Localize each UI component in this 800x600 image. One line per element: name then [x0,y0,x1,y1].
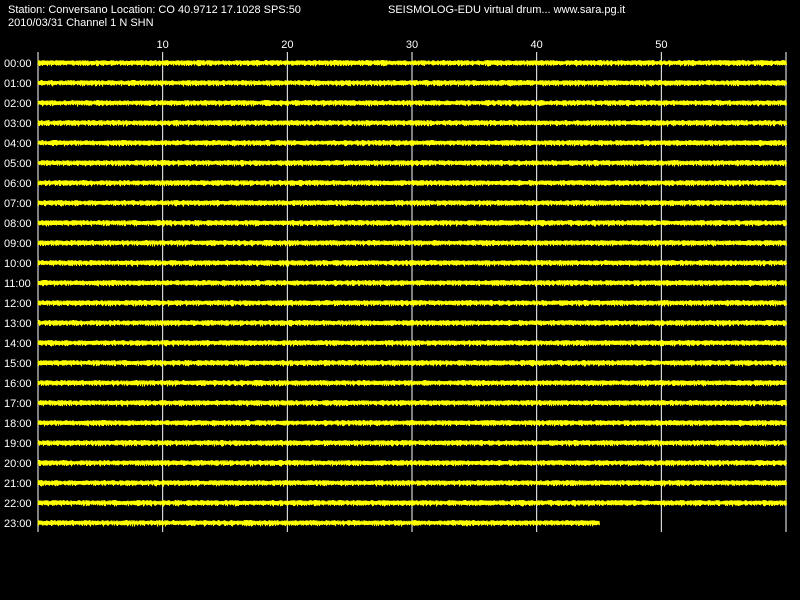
trace-0000 [37,59,787,67]
x-tick-label: 50 [655,39,667,51]
trace-2200 [37,499,787,507]
hour-label: 06:00 [4,178,32,190]
hour-label: 14:00 [4,338,32,350]
trace-1500 [37,359,787,367]
trace-2100 [37,479,787,487]
hour-label: 21:00 [4,478,32,490]
trace-0400 [37,139,787,147]
hour-label: 16:00 [4,378,32,390]
hour-label: 13:00 [4,318,32,330]
hour-label: 23:00 [4,518,32,530]
trace-0600 [37,179,787,187]
hour-label: 11:00 [4,278,31,290]
station-info: Station: Conversano Location: CO 40.9712… [8,4,301,16]
trace-1900 [37,439,787,447]
trace-1400 [37,339,787,347]
trace-1100 [37,279,787,287]
hour-label: 10:00 [4,258,32,270]
trace-1200 [37,299,787,307]
hour-label: 04:00 [4,138,32,150]
hour-label: 05:00 [4,158,32,170]
trace-1000 [37,259,787,267]
trace-1600 [37,379,787,387]
trace-0900 [37,239,787,247]
x-tick-label: 10 [157,39,169,51]
trace-0700 [37,199,787,207]
trace-0100 [37,79,787,87]
hour-label: 02:00 [4,98,32,110]
trace-2000 [37,459,787,467]
hour-label: 18:00 [4,418,32,430]
hour-label: 09:00 [4,238,32,250]
hour-label: 22:00 [4,498,32,510]
trace-2300 [37,519,600,527]
trace-1700 [37,399,787,407]
trace-0300 [37,119,787,127]
trace-1300 [37,319,787,327]
hour-label: 08:00 [4,218,32,230]
hour-label: 00:00 [4,58,32,70]
trace-0500 [37,159,787,167]
trace-0200 [37,99,787,107]
hour-label: 17:00 [4,398,32,410]
date-channel-info: 2010/03/31 Channel 1 N SHN [8,17,154,29]
x-tick-label: 30 [406,39,418,51]
x-tick-label: 40 [531,39,543,51]
app-credit: SEISMOLOG-EDU virtual drum... www.sara.p… [388,4,626,16]
hour-label: 03:00 [4,118,32,130]
hour-label: 20:00 [4,458,32,470]
trace-1800 [37,419,787,427]
hour-label: 19:00 [4,438,32,450]
hour-label: 01:00 [4,78,32,90]
hour-label: 07:00 [4,198,32,210]
trace-0800 [37,219,787,227]
x-tick-label: 20 [281,39,293,51]
hour-label: 15:00 [4,358,32,370]
hour-label: 12:00 [4,298,32,310]
